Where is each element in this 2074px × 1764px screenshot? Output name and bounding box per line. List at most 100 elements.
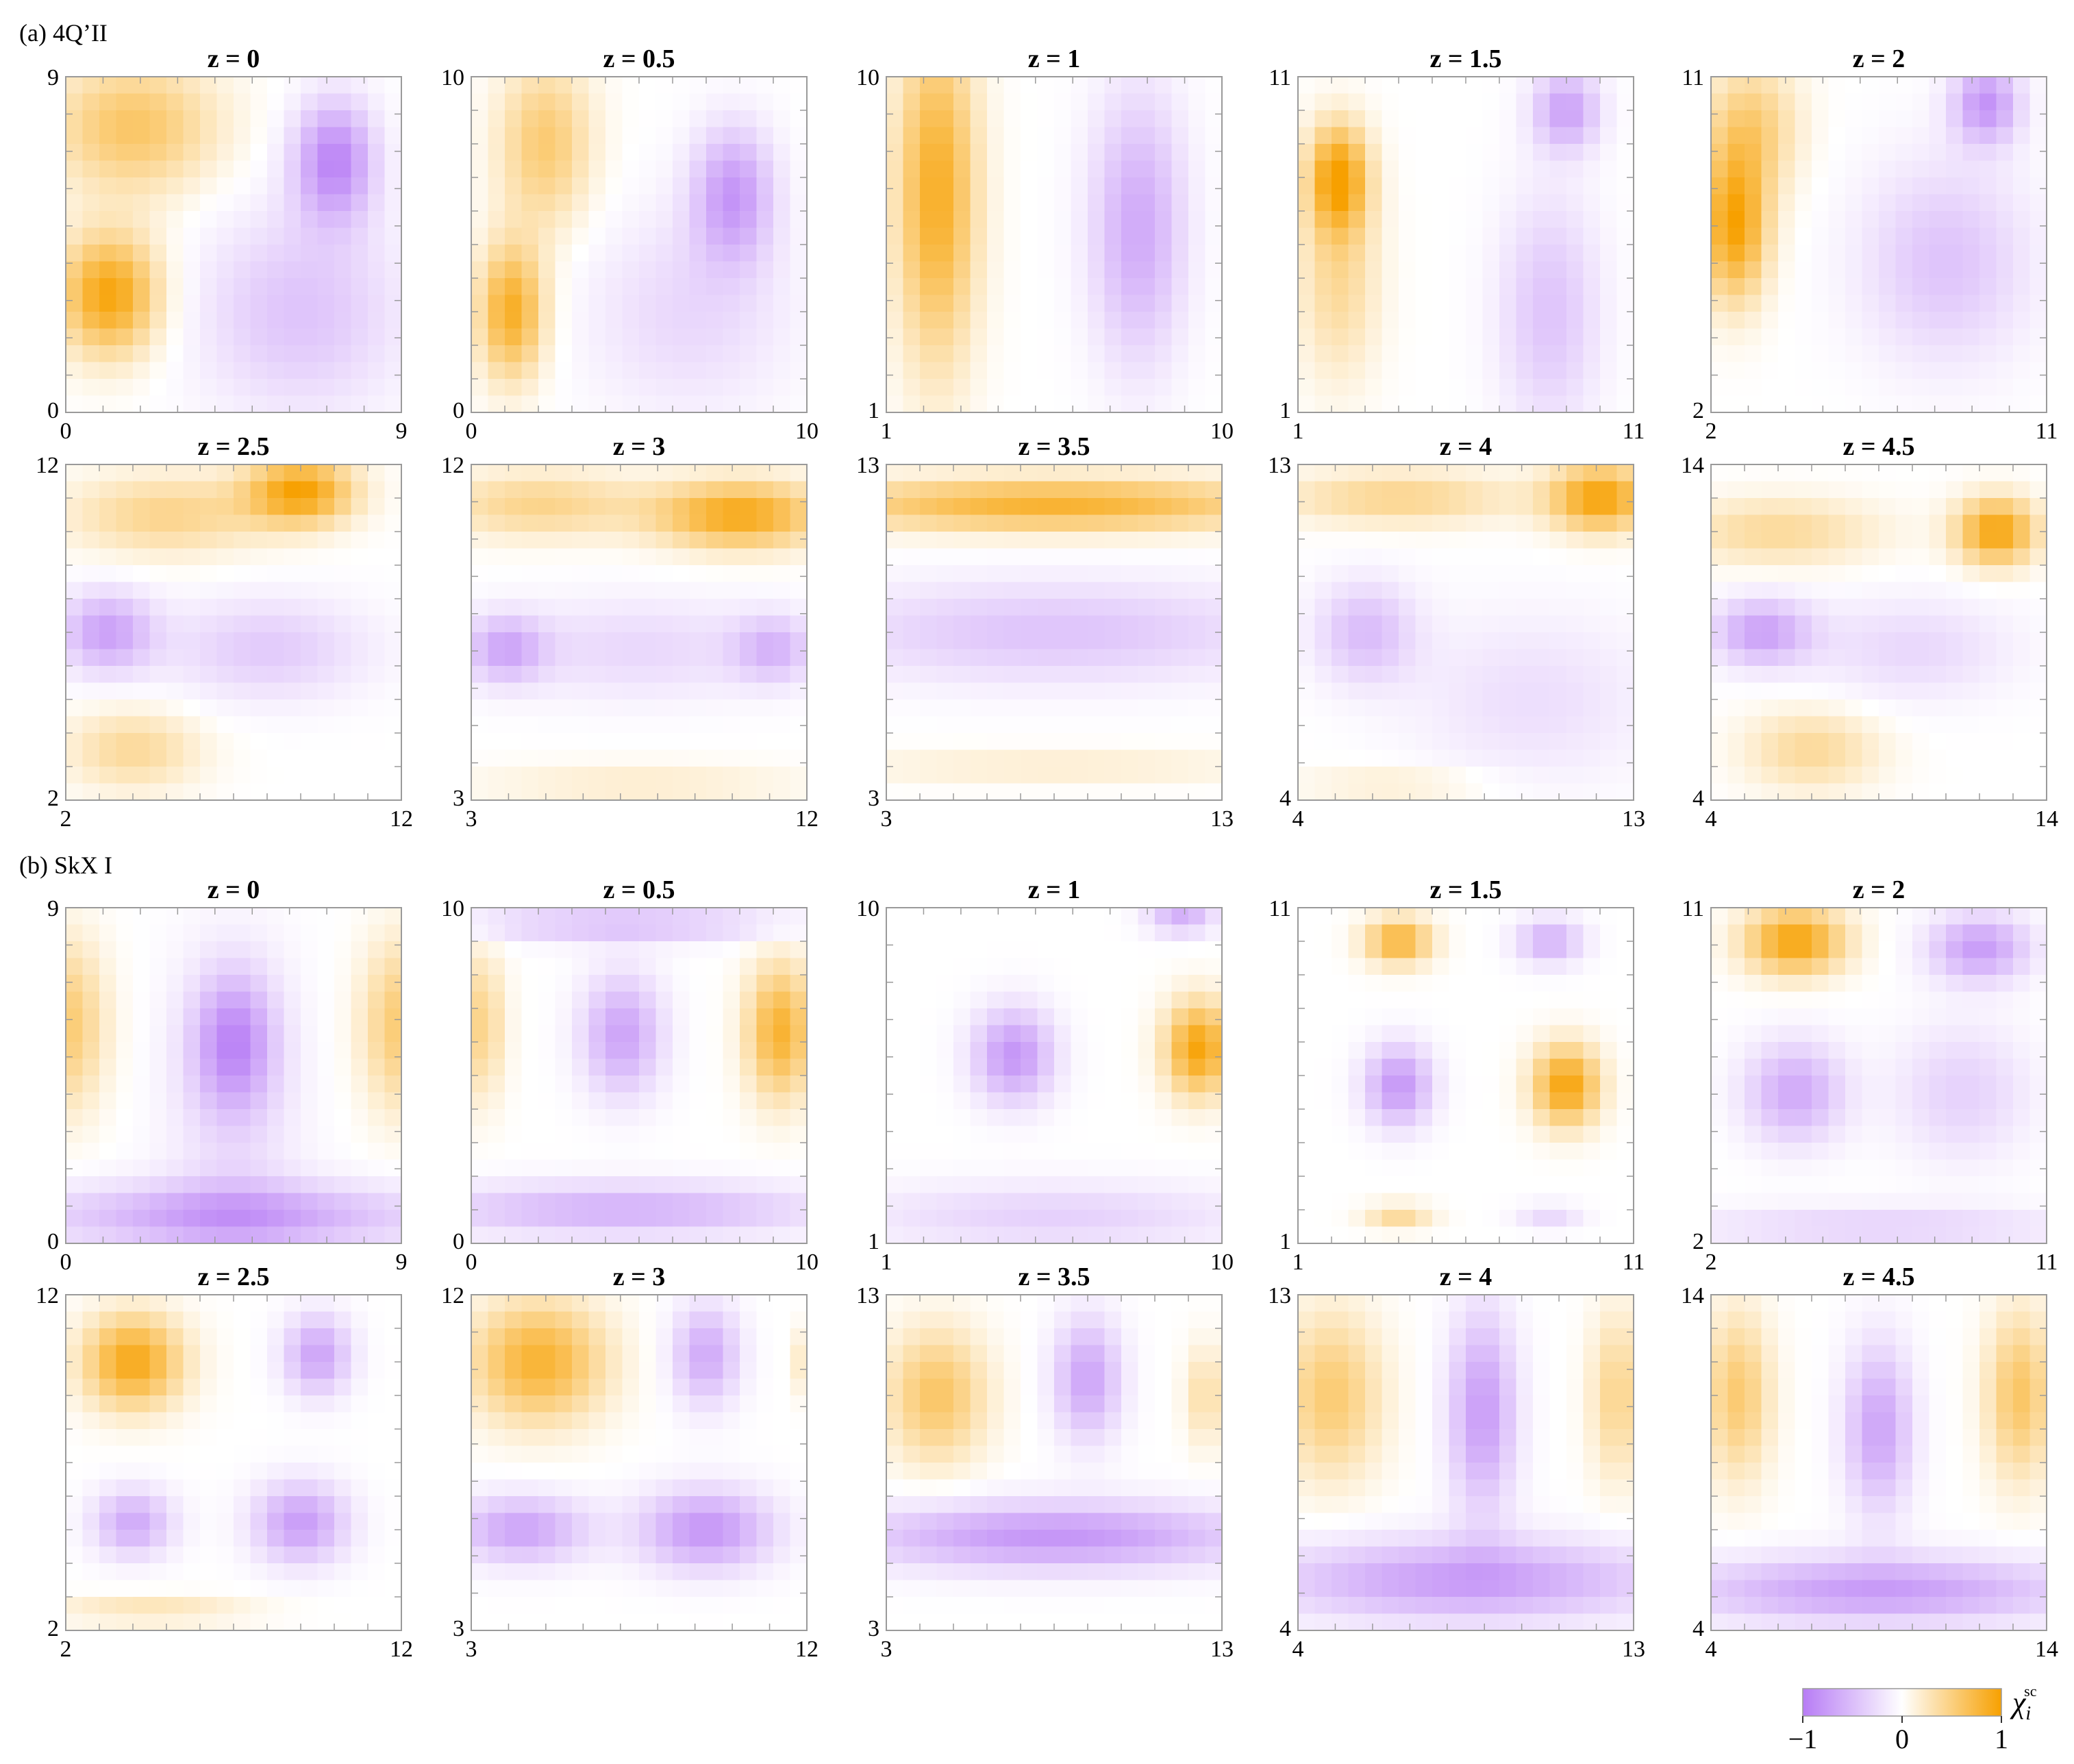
heatmap-cell (471, 908, 489, 926)
heatmap-cell (1778, 582, 1796, 599)
heatmap-cell (1188, 395, 1206, 413)
heatmap-cell (1332, 328, 1349, 346)
heatmap-cell (1566, 194, 1584, 212)
heatmap-cell (149, 699, 167, 717)
heatmap-cell (1121, 194, 1139, 212)
heatmap-cell (250, 1092, 268, 1110)
panel-title: z = 3 (613, 432, 666, 461)
heatmap-cell (488, 312, 505, 330)
heatmap-cell (1399, 582, 1416, 599)
heatmap-cell (773, 481, 791, 499)
heatmap-cell (1795, 395, 1812, 413)
heatmap-cell (1600, 110, 1618, 128)
heatmap-cell (1745, 615, 1762, 633)
heatmap-cell (471, 160, 489, 178)
heatmap-cell (903, 127, 921, 145)
y-tick-label: 12 (441, 453, 464, 478)
heatmap-cell (1054, 767, 1072, 784)
heatmap-cell (1616, 565, 1634, 583)
heatmap-cell (284, 464, 301, 482)
heatmap-cell (66, 77, 84, 95)
heatmap-cell (521, 177, 539, 195)
heatmap-cell (1466, 295, 1484, 312)
heatmap-cell (1071, 127, 1088, 145)
heatmap-cell (605, 783, 623, 801)
heatmap-cell (622, 699, 640, 717)
heatmap-cell (1399, 328, 1416, 346)
heatmap-cell (1566, 599, 1584, 617)
heatmap-cell (1600, 783, 1618, 801)
heatmap-cell (1778, 110, 1796, 128)
heatmap-cell (1432, 733, 1450, 751)
heatmap-cell (284, 514, 301, 532)
heatmap-cell (149, 767, 167, 784)
heatmap-cell (673, 144, 690, 162)
heatmap-cell (384, 1176, 402, 1194)
heatmap-cell (368, 77, 386, 95)
heatmap-cell (99, 941, 117, 959)
heatmap-cell (1104, 632, 1122, 650)
heatmap-cell (301, 93, 318, 111)
heatmap-cell (1533, 548, 1551, 566)
heatmap-cell (555, 767, 573, 784)
heatmap-cell (1205, 261, 1223, 279)
heatmap-cell (284, 733, 301, 751)
heatmap-cell (555, 345, 573, 363)
heatmap-cell (1879, 632, 1897, 650)
heatmap-cell (1432, 464, 1450, 482)
heatmap-cell (572, 261, 590, 279)
heatmap-cell (216, 599, 234, 617)
heatmap-cell (588, 177, 606, 195)
heatmap-cell (1845, 767, 1863, 784)
heatmap-cell (1104, 548, 1122, 566)
heatmap-cell (66, 649, 84, 667)
heatmap-cell (351, 548, 368, 566)
heatmap-cell (1962, 278, 1980, 296)
heatmap-cell (1415, 783, 1433, 801)
heatmap-cell (82, 211, 100, 229)
heatmap-cell (756, 194, 774, 212)
heatmap-cell (673, 278, 690, 296)
heatmap-cell (133, 345, 151, 363)
heatmap-cell (267, 144, 285, 162)
heatmap-cell (1415, 160, 1433, 178)
heatmap-cell (1979, 733, 1997, 751)
heatmap-cell (1348, 211, 1366, 229)
heatmap-cell (183, 666, 201, 684)
heatmap-cell (351, 1008, 368, 1026)
heatmap-cell (1482, 699, 1500, 717)
heatmap-cell (1332, 379, 1349, 397)
heatmap-cell (2029, 699, 2047, 717)
heatmap-cell (317, 1076, 335, 1093)
heatmap-cell (920, 328, 938, 346)
heatmap-cell (471, 1092, 489, 1110)
heatmap-cell (1533, 395, 1551, 413)
heatmap-cell (234, 245, 251, 262)
heatmap-cell (723, 127, 740, 145)
heatmap-cell (639, 733, 657, 751)
heatmap-cell (1138, 328, 1155, 346)
heatmap-cell (317, 1042, 335, 1060)
heatmap-cell (1298, 666, 1316, 684)
heatmap-cell (886, 632, 904, 650)
heatmap-cell (1778, 278, 1796, 296)
heatmap-cell (1778, 682, 1796, 700)
heatmap-cell (505, 958, 523, 976)
heatmap-cell (368, 211, 386, 229)
heatmap-cell (1399, 783, 1416, 801)
y-tick-label: 9 (47, 65, 59, 90)
heatmap-cell (1382, 395, 1399, 413)
heatmap-cell (1727, 278, 1745, 296)
heatmap-cell (1449, 666, 1466, 684)
heatmap-cell (1054, 599, 1072, 617)
heatmap-cell (1104, 211, 1122, 229)
heatmap-cell (384, 77, 402, 95)
heatmap-cell (82, 345, 100, 363)
heatmap-cell (1499, 93, 1517, 111)
heatmap-cell (706, 481, 724, 499)
heatmap-cell (250, 924, 268, 942)
heatmap-cell (588, 127, 606, 145)
heatmap-cell (555, 464, 573, 482)
heatmap-cell (1946, 615, 1964, 633)
heatmap-cell (622, 194, 640, 212)
